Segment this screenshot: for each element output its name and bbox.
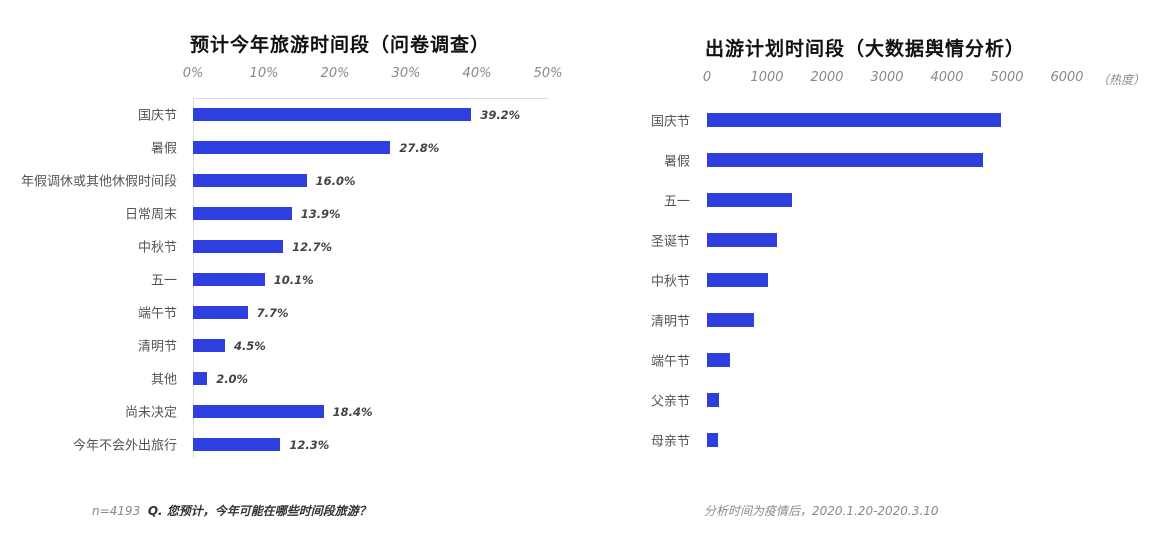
bar xyxy=(707,193,793,207)
right-chart-footnote: 分析时间为疫情后，2020.1.20-2020.3.10 xyxy=(704,504,939,518)
right-chart-panel: 出游计划时间段（大数据舆情分析） 0 1000 2000 3000 4000 5000 60… xyxy=(577,0,1154,549)
left-chart-title: 预计今年旅游时间段（问卷调查） xyxy=(190,34,491,56)
bar xyxy=(707,313,755,327)
category-label: 中秋节 xyxy=(650,274,690,290)
x-tick-label: 30% xyxy=(391,66,421,81)
x-tick-label: 0 xyxy=(702,70,712,85)
value-label: 7.7% xyxy=(256,306,289,320)
x-tick-label: 3000 xyxy=(870,70,904,85)
value-label: 16.0% xyxy=(315,174,356,188)
x-tick-label: 4000 xyxy=(930,70,964,85)
x-tick-label: 40% xyxy=(462,66,492,81)
value-label: 39.2% xyxy=(480,108,521,122)
x-axis-line xyxy=(193,98,548,99)
bar xyxy=(193,305,248,319)
category-label: 清明节 xyxy=(137,339,177,355)
x-tick-label: 50% xyxy=(533,66,563,81)
value-label: 27.8% xyxy=(399,141,440,155)
bar xyxy=(193,173,307,187)
left-chart-panel: 预计今年旅游时间段（问卷调查） 0% 10% 20% 30% 40% 50% 国庆节 39.2… xyxy=(20,34,563,519)
category-label: 母亲节 xyxy=(650,434,690,450)
right-chart-title: 出游计划时间段（大数据舆情分析） xyxy=(705,38,1026,60)
x-tick-label: 5000 xyxy=(990,70,1024,85)
category-label: 父亲节 xyxy=(650,394,690,410)
bar xyxy=(193,107,472,121)
x-tick-label: 2000 xyxy=(810,70,844,85)
bar xyxy=(193,437,281,451)
category-label: 日常周末 xyxy=(124,207,177,223)
left-footnote-sample: n=4193 xyxy=(92,504,141,518)
bar xyxy=(193,239,284,253)
bar xyxy=(707,113,1001,127)
category-label: 圣诞节 xyxy=(650,234,690,250)
category-label: 尚未决定 xyxy=(124,405,177,421)
bar xyxy=(193,404,324,418)
bar xyxy=(193,206,292,220)
bar xyxy=(193,272,265,286)
category-label: 暑假 xyxy=(150,141,177,157)
value-label: 2.0% xyxy=(216,372,249,386)
left-footnote-question: Q. 您预计，今年可能在哪些时间段旅游？ xyxy=(147,504,371,518)
right-chart-unit: （热度） xyxy=(1097,73,1146,87)
category-label: 五一 xyxy=(150,273,177,289)
value-label: 13.9% xyxy=(300,207,341,221)
x-tick-label: 0% xyxy=(182,66,204,81)
category-label: 端午节 xyxy=(137,306,177,322)
category-label: 暑假 xyxy=(663,154,690,170)
x-tick-label: 20% xyxy=(320,66,350,81)
category-label: 五一 xyxy=(663,194,690,210)
category-label: 中秋节 xyxy=(137,240,177,256)
x-tick-label: 1000 xyxy=(750,70,784,85)
bar xyxy=(707,153,983,167)
category-label: 清明节 xyxy=(650,314,690,330)
category-label: 国庆节 xyxy=(137,108,177,124)
bar xyxy=(707,233,778,247)
category-label: 端午节 xyxy=(650,354,690,370)
x-tick-label: 6000 xyxy=(1050,70,1084,85)
x-tick-label: 10% xyxy=(249,66,279,81)
value-label: 10.1% xyxy=(273,273,314,287)
category-label: 其他 xyxy=(150,372,177,388)
bar xyxy=(707,393,719,407)
bar xyxy=(707,273,769,287)
bar xyxy=(193,338,225,352)
left-chart-footnote: n=4193 Q. 您预计，今年可能在哪些时间段旅游？ xyxy=(92,502,371,519)
category-label: 国庆节 xyxy=(650,114,690,130)
value-label: 12.7% xyxy=(292,240,333,254)
value-label: 4.5% xyxy=(233,339,266,353)
bar xyxy=(193,371,208,385)
category-label: 年假调休或其他休假时间段 xyxy=(20,174,177,190)
bar xyxy=(193,140,391,154)
value-label: 12.3% xyxy=(289,438,330,452)
bar xyxy=(707,353,730,367)
value-label: 18.4% xyxy=(332,405,373,419)
bar xyxy=(707,433,718,447)
category-label: 今年不会外出旅行 xyxy=(72,438,177,454)
